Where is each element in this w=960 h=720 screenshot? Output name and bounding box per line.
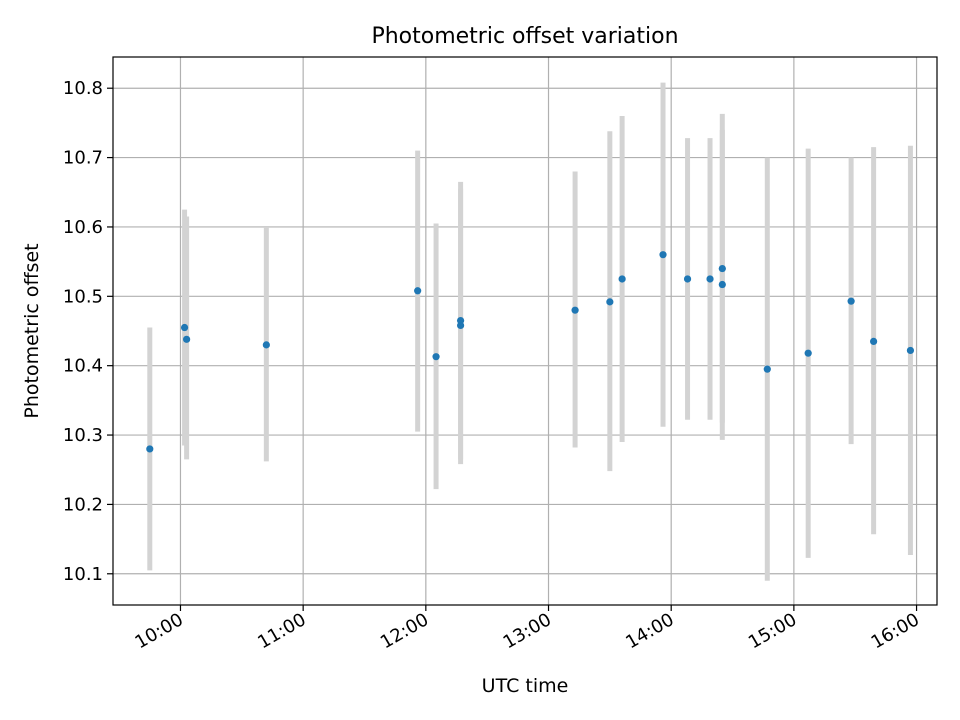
- x-tick-label: 16:00: [868, 609, 923, 653]
- y-axis: 10.1 10.2 10.3 10.4 10.5 10.6 10.7 10.8: [63, 78, 113, 585]
- data-point: [618, 275, 626, 283]
- data-point: [906, 346, 915, 355]
- x-axis: 10:00 11:00 12:00 13:00 14:00 15:00 16:00: [132, 605, 923, 653]
- data-point: [870, 337, 878, 346]
- data-point: [659, 251, 667, 259]
- data-point: [847, 297, 855, 305]
- data-point: [262, 341, 270, 349]
- data-point: [804, 349, 812, 357]
- y-tick-label: 10.4: [63, 356, 103, 377]
- data-point: [571, 306, 579, 314]
- data-point: [763, 365, 771, 373]
- data-point: [180, 323, 189, 332]
- grid: [113, 57, 937, 605]
- data-points: [146, 251, 915, 453]
- data-point: [414, 287, 422, 295]
- data-point: [706, 275, 714, 283]
- y-tick-label: 10.6: [63, 217, 103, 238]
- y-axis-label: Photometric offset: [21, 243, 43, 418]
- data-point: [456, 316, 465, 325]
- y-tick-label: 10.2: [63, 494, 103, 515]
- y-tick-label: 10.5: [63, 286, 103, 307]
- data-point: [718, 264, 726, 273]
- data-point: [432, 353, 440, 361]
- y-tick-label: 10.7: [63, 148, 103, 169]
- plot-frame: [112, 56, 938, 606]
- y-tick-label: 10.1: [63, 564, 103, 585]
- y-tick-label: 10.8: [63, 78, 103, 99]
- data-point: [683, 275, 692, 283]
- x-tick-label: 15:00: [745, 609, 800, 653]
- x-tick-label: 13:00: [500, 609, 555, 653]
- data-point: [606, 298, 614, 306]
- data-point: [183, 335, 191, 343]
- chart-title: Photometric offset variation: [371, 24, 678, 49]
- y-tick-label: 10.3: [63, 425, 103, 446]
- x-tick-label: 11:00: [254, 609, 309, 653]
- x-axis-label: UTC time: [482, 675, 569, 697]
- x-tick-label: 10:00: [132, 609, 187, 653]
- x-tick-label: 12:00: [377, 609, 432, 653]
- data-point: [718, 280, 726, 289]
- data-point: [146, 445, 154, 453]
- x-tick-label: 14:00: [622, 609, 677, 653]
